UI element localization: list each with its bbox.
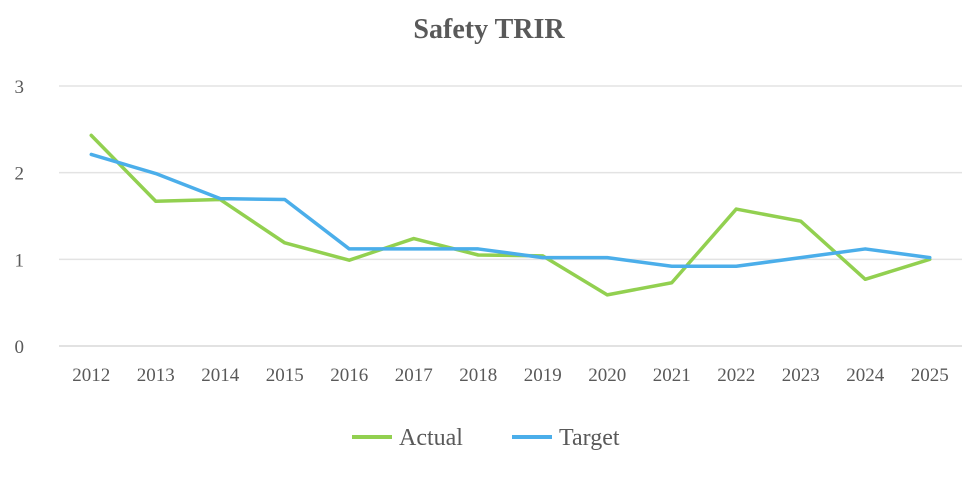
- x-tick-label: 2018: [459, 365, 497, 386]
- x-tick-label: 2020: [588, 365, 626, 386]
- series-line-target: [89, 152, 932, 269]
- x-tick-label: 2014: [201, 365, 240, 386]
- x-tick-label: 2025: [911, 365, 949, 386]
- y-tick-label: 0: [15, 337, 25, 358]
- series-line-actual: [89, 133, 932, 297]
- y-tick-label: 2: [15, 164, 25, 185]
- x-tick-label: 2015: [266, 365, 304, 386]
- x-tick-label: 2021: [653, 365, 691, 386]
- y-tick-label: 1: [15, 250, 25, 271]
- y-tick-label: 3: [15, 77, 25, 98]
- x-tick-label: 2023: [782, 365, 820, 386]
- x-tick-label: 2016: [330, 365, 368, 386]
- legend-label-actual: Actual: [399, 425, 463, 451]
- x-tick-label: 2013: [137, 365, 175, 386]
- x-tick-label: 2022: [717, 365, 755, 386]
- chart-title: Safety TRIR: [413, 14, 565, 45]
- x-tick-label: 2024: [846, 365, 885, 386]
- legend-label-target: Target: [559, 425, 620, 451]
- x-tick-label: 2017: [395, 365, 433, 386]
- x-tick-label: 2019: [524, 365, 562, 386]
- x-tick-label: 2012: [72, 365, 110, 386]
